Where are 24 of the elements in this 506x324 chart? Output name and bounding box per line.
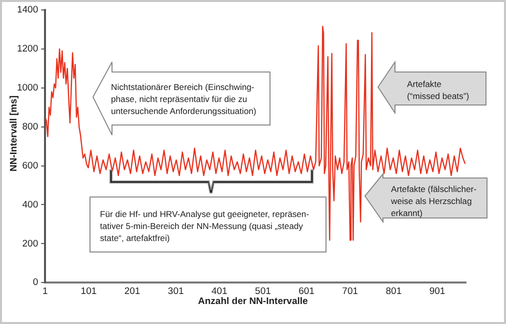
x-tick-label: 401 (211, 286, 228, 297)
annotation: Artefakte (“missed beats”) (407, 78, 470, 102)
y-tick-label: 1200 (16, 44, 38, 55)
y-tick-label: 1000 (16, 82, 38, 94)
annotation: Artefakte (fälschlicher- weise als Herzschlag erkannt) (391, 183, 476, 219)
x-tick-label: 801 (386, 286, 402, 297)
x-tick-label: 601 (298, 286, 314, 297)
y-tick-label: 200 (22, 238, 38, 250)
x-tick-label: 1 (42, 286, 48, 297)
annotation: Für die Hf- und HRV-Analyse gut geeigneter, repräsen- tativer 5-min-Bereich der NN-Messung (quasi „steady state“, artefaktfrei) (100, 208, 310, 244)
y-axis-title: NN-Intervall [ms] (8, 95, 20, 172)
x-axis-title: Anzahl der NN-Intervalle (198, 296, 308, 307)
y-tick-label: 0 (32, 277, 38, 288)
y-tick-label: 600 (22, 160, 38, 172)
x-tick-label: 901 (429, 286, 446, 297)
y-tick-label: 1400 (16, 4, 38, 16)
x-tick-label: 301 (168, 286, 184, 297)
y-tick-label: 400 (22, 199, 38, 210)
x-tick-label: 701 (342, 286, 358, 297)
annotation: Nichtstationärer Bereich (Einschwing- phase, nicht repräsentativ für die zu untersuchende Anforderungssituation) (111, 81, 256, 117)
x-tick-label: 201 (124, 286, 140, 297)
x-tick-label: 101 (80, 286, 97, 297)
x-tick-label: 501 (255, 286, 271, 297)
y-tick-label: 800 (22, 121, 38, 132)
